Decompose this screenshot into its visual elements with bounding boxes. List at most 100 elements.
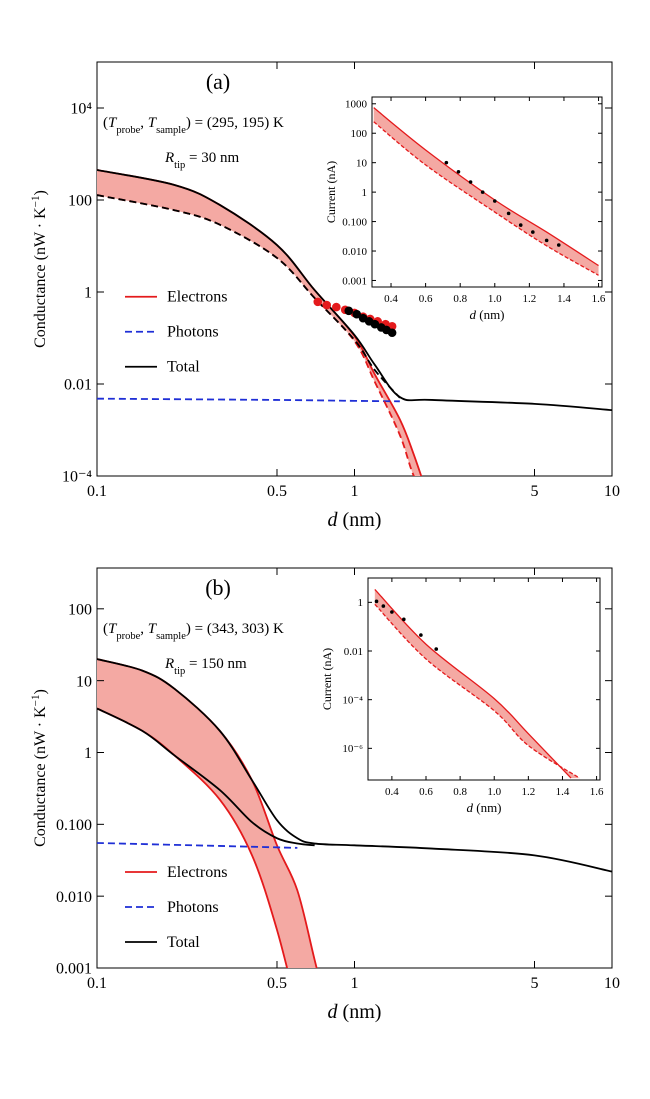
x-tick-label: 10 — [604, 483, 620, 500]
data-point — [456, 170, 461, 174]
y-tick-label: 100 — [68, 601, 92, 618]
y-tick-label: 100 — [351, 128, 368, 140]
y-axis-label-part: Conductance (nW · K — [32, 207, 49, 348]
annotation-part: T — [108, 621, 118, 637]
series-line — [97, 658, 612, 873]
y-tick-label: 1 — [362, 187, 368, 199]
x-axis-label: d (nm) — [328, 509, 382, 531]
annotation-part: , — [140, 621, 148, 637]
annotation-part: R — [164, 656, 174, 672]
series-line — [97, 707, 315, 847]
y-axis-label-part: −1 — [30, 694, 42, 706]
annotation-part: ( — [103, 621, 108, 637]
data-point — [332, 302, 341, 312]
annotation-part: tip — [174, 160, 185, 171]
y-tick-label: 0.100 — [56, 817, 92, 834]
data-point — [390, 610, 394, 614]
x-tick-label: 1 — [351, 975, 359, 992]
x-tick-label: 0.6 — [419, 786, 433, 798]
series-line — [374, 603, 580, 779]
data-point — [381, 604, 386, 608]
series-line — [373, 121, 599, 276]
x-tick-label: 1.6 — [590, 786, 604, 798]
x-axis-label-part: d — [328, 1001, 339, 1023]
x-tick-label: 1.4 — [556, 786, 570, 798]
data-point — [374, 599, 379, 604]
y-tick-label: 0.001 — [342, 275, 367, 287]
y-tick-label: 0.100 — [342, 216, 367, 228]
x-axis-label: d (nm) — [469, 307, 504, 322]
data-point — [531, 230, 535, 234]
plot-area — [374, 588, 580, 779]
x-axis-label-part: d — [466, 800, 473, 815]
x-tick-label: 1.6 — [592, 293, 606, 305]
data-point — [402, 617, 406, 622]
x-tick-label: 0.1 — [87, 483, 107, 500]
data-point — [444, 160, 449, 165]
y-tick-label: 10 — [356, 158, 368, 170]
annotation-part: R — [164, 150, 174, 166]
series-line — [373, 107, 599, 267]
y-axis-label: Conductance (nW · K−1) — [30, 190, 49, 348]
x-axis-label-part: (nm) — [476, 307, 505, 322]
data-point — [480, 190, 485, 194]
annotation-part: sample — [156, 125, 186, 136]
y-tick-label: 10⁻⁶ — [342, 743, 363, 755]
x-tick-label: 0.1 — [87, 975, 107, 992]
y-tick-label: 0.01 — [64, 377, 92, 394]
x-axis-label-part: (nm) — [338, 509, 382, 531]
annotation: (Tprobe, Tsample) = (343, 303) K — [103, 621, 284, 642]
y-axis-label-part: −1 — [30, 195, 42, 207]
x-tick-label: 0.8 — [453, 293, 467, 305]
data-point — [313, 297, 323, 307]
y-tick-label: 10⁻⁴ — [342, 695, 363, 707]
x-tick-label: 0.4 — [384, 293, 398, 305]
data-point — [352, 309, 362, 319]
data-point — [518, 223, 523, 227]
series-line — [374, 588, 572, 779]
plot-area — [97, 658, 612, 968]
data-point — [468, 180, 473, 184]
panel-label: (b) — [205, 575, 231, 600]
series-line — [97, 194, 401, 399]
annotation-part: tip — [174, 666, 185, 677]
y-tick-label: 0.001 — [56, 961, 92, 978]
legend-label: Electrons — [167, 864, 227, 881]
x-axis-label: d (nm) — [466, 800, 501, 815]
x-tick-label: 0.5 — [267, 483, 287, 500]
x-axis-label: d (nm) — [328, 1001, 382, 1023]
plot-frame — [367, 577, 601, 781]
y-axis-label-part: ) — [32, 689, 49, 694]
y-axis-label-part: Current (nA) — [324, 161, 338, 223]
x-tick-label: 0.8 — [453, 786, 467, 798]
y-tick-label: 0.010 — [342, 246, 367, 258]
legend-label: Total — [167, 359, 200, 376]
series-line — [97, 397, 400, 403]
x-tick-label: 1.0 — [487, 786, 501, 798]
plot-area — [97, 169, 612, 476]
y-tick-label: 1 — [84, 285, 92, 302]
legend-label: Electrons — [167, 289, 227, 306]
plot-area — [373, 107, 599, 276]
data-point — [344, 306, 354, 316]
x-axis-label-part: d — [469, 307, 476, 322]
panel-label: (a) — [206, 69, 230, 94]
series-line — [97, 842, 298, 849]
plot-frame — [371, 96, 603, 288]
data-point — [492, 199, 497, 203]
x-tick-label: 1 — [351, 483, 359, 500]
annotation-part: = 30 nm — [185, 150, 239, 166]
annotation-part: T — [148, 115, 158, 131]
annotation-part: T — [108, 115, 118, 131]
data-point — [322, 300, 332, 310]
legend-label: Photons — [167, 324, 219, 341]
y-axis-label-part: ) — [32, 190, 49, 195]
annotation-part: , — [140, 115, 148, 131]
x-tick-label: 5 — [530, 483, 538, 500]
x-tick-label: 0.6 — [419, 293, 433, 305]
series-line — [97, 169, 612, 412]
y-tick-label: 10 — [76, 673, 92, 690]
y-tick-label: 10⁴ — [70, 101, 92, 118]
annotation-part: sample — [156, 631, 186, 642]
